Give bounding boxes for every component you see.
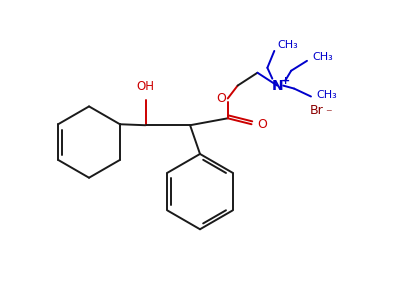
Text: OH: OH (136, 80, 154, 92)
Text: O: O (258, 118, 267, 131)
Text: Br: Br (310, 104, 324, 117)
Text: CH₃: CH₃ (312, 52, 333, 62)
Text: CH₃: CH₃ (278, 40, 298, 50)
Text: ⁻: ⁻ (326, 107, 332, 120)
Text: +: + (280, 76, 290, 85)
Text: O: O (216, 92, 226, 105)
Text: CH₃: CH₃ (316, 89, 337, 100)
Text: N: N (272, 79, 283, 93)
